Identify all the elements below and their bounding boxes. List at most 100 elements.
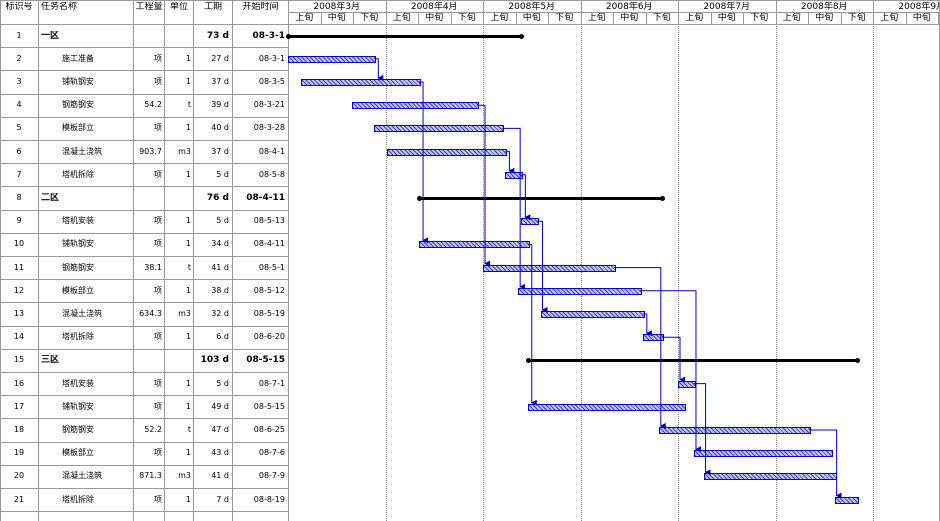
summary-bar[interactable] — [419, 197, 662, 200]
task-bar[interactable] — [527, 403, 687, 411]
task-name: 混凝土浇筑 — [62, 471, 102, 481]
table-row[interactable]: 13 混凝土浇筑 634.3 m3 32 d 08-5-19 — [0, 302, 288, 325]
task-name: 一区 — [41, 30, 60, 41]
task-qty: 项 — [154, 169, 162, 179]
column-divider — [232, 0, 233, 521]
task-bar[interactable] — [703, 473, 837, 481]
summary-end-marker — [660, 196, 666, 201]
task-qty: 38.1 — [144, 262, 162, 272]
task-bar[interactable] — [693, 450, 834, 458]
table-row[interactable]: 10 铺轨钢安 项 1 34 d 08-4-11 — [0, 233, 288, 256]
column-divider — [38, 0, 39, 521]
task-start: 08-5-12 — [253, 285, 285, 295]
task-start: 08-5-13 — [253, 216, 285, 226]
task-qty: 52.2 — [144, 424, 162, 434]
task-name: 混凝土浇筑 — [62, 308, 102, 318]
table-row[interactable]: 18 钢筋钢安 52.2 t 47 d 08-6-25 — [0, 418, 288, 441]
task-qty: 项 — [154, 76, 162, 86]
task-duration: 6 d — [216, 332, 229, 342]
task-duration: 49 d — [211, 401, 229, 411]
task-id: 17 — [13, 401, 25, 411]
table-row[interactable]: 1 一区 73 d 08-3-1 — [0, 24, 288, 47]
period-label: 上旬 — [295, 13, 314, 23]
month-label: 2008年6月 — [605, 2, 653, 12]
top-border — [0, 0, 940, 1]
task-unit: 1 — [185, 123, 191, 133]
task-id: 13 — [13, 308, 25, 318]
header-unit[interactable]: 单位 — [169, 2, 188, 12]
row-divider — [0, 116, 288, 118]
period-divider — [515, 12, 517, 24]
task-qty: 项 — [154, 378, 162, 388]
table-row[interactable]: 3 铺轨钢安 项 1 37 d 08-3-5 — [0, 70, 288, 93]
row-divider — [0, 348, 288, 350]
task-qty: 54.2 — [144, 100, 162, 110]
table-row[interactable]: 17 铺轨钢安 项 1 49 d 08-5-15 — [0, 395, 288, 418]
row-divider — [0, 140, 288, 141]
task-unit: 1 — [185, 239, 191, 249]
row-divider — [0, 395, 288, 397]
header-id[interactable]: 标识号 — [5, 2, 33, 12]
summary-bar[interactable] — [527, 359, 857, 363]
task-name: 铺轨钢安 — [62, 401, 94, 411]
task-duration: 47 d — [211, 424, 229, 434]
task-start: 08-6-25 — [253, 424, 285, 434]
table-row[interactable]: 2 施工准备 项 1 27 d 08-3-1 — [0, 47, 288, 70]
column-divider — [193, 0, 194, 521]
month-label: 2008年7月 — [703, 2, 751, 12]
table-row[interactable]: 16 塔机安装 项 1 5 d 08-7-1 — [0, 372, 288, 395]
month-gridline — [873, 24, 874, 521]
table-row[interactable]: 20 混凝土浇筑 871.3 m3 41 d 08-7-9 — [0, 465, 288, 488]
task-unit: 1 — [185, 76, 191, 86]
table-row[interactable]: 8 二区 76 d 08-4-11 — [0, 186, 288, 209]
table-row[interactable]: 21 塔机拆除 项 1 7 d 08-8-19 — [0, 488, 288, 511]
table-row[interactable]: 9 塔机安装 项 1 5 d 08-5-13 — [0, 210, 288, 233]
period-label: 上旬 — [490, 13, 509, 23]
row-divider — [0, 441, 288, 443]
table-row[interactable]: 15 三区 103 d 08-5-15 — [0, 349, 288, 372]
row-divider — [0, 325, 288, 327]
header-name[interactable]: 任务名称 — [41, 2, 78, 12]
task-name: 塔机安装 — [62, 378, 94, 388]
period-label: 中旬 — [717, 13, 736, 23]
dependency-link — [527, 243, 537, 406]
task-name: 施工准备 — [62, 53, 94, 63]
period-label: 上旬 — [880, 13, 899, 23]
period-label: 中旬 — [912, 13, 931, 23]
period-label: 下旬 — [652, 13, 671, 23]
table-row[interactable]: 11 钢筋钢安 38.1 t 41 d 08-5-1 — [0, 256, 288, 279]
table-row[interactable]: 6 混凝土浇筑 903.7 m3 37 d 08-4-1 — [0, 140, 288, 163]
task-duration: 27 d — [211, 53, 229, 63]
table-row[interactable]: 7 塔机拆除 项 1 5 d 08-5-8 — [0, 163, 288, 186]
task-qty: 项 — [154, 123, 162, 133]
dependency-link — [693, 383, 711, 476]
task-duration: 103 d — [200, 355, 229, 366]
table-row[interactable]: 14 塔机拆除 项 1 6 d 08-6-20 — [0, 326, 288, 349]
table-row[interactable]: 5 模板部立 项 1 40 d 08-3-28 — [0, 117, 288, 140]
task-name: 二区 — [41, 192, 60, 203]
task-duration: 73 d — [206, 30, 229, 41]
table-row[interactable]: 4 钢筋钢安 54.2 t 39 d 08-3-21 — [0, 94, 288, 117]
period-divider — [645, 12, 647, 24]
header-qty[interactable]: 工程量 — [135, 2, 163, 12]
header-start[interactable]: 开始时间 — [242, 2, 279, 12]
task-duration: 38 d — [211, 285, 229, 295]
task-name: 三区 — [41, 355, 60, 366]
table-row[interactable]: 12 模板部立 项 1 38 d 08-5-12 — [0, 279, 288, 302]
period-divider — [938, 12, 939, 24]
task-duration: 5 d — [216, 216, 229, 226]
table-row[interactable]: 19 模板部立 项 1 43 d 08-7-6 — [0, 442, 288, 465]
task-name: 钢筋钢安 — [62, 262, 94, 272]
period-label: 下旬 — [360, 13, 379, 23]
summary-bar[interactable] — [288, 34, 522, 38]
period-divider — [320, 12, 322, 24]
task-start: 08-5-8 — [258, 169, 285, 179]
row-divider — [0, 511, 288, 513]
header-duration[interactable]: 工期 — [203, 2, 222, 12]
column-divider — [133, 0, 134, 521]
task-bar[interactable] — [834, 496, 859, 504]
period-label: 上旬 — [685, 13, 704, 23]
dependency-link — [419, 81, 429, 244]
